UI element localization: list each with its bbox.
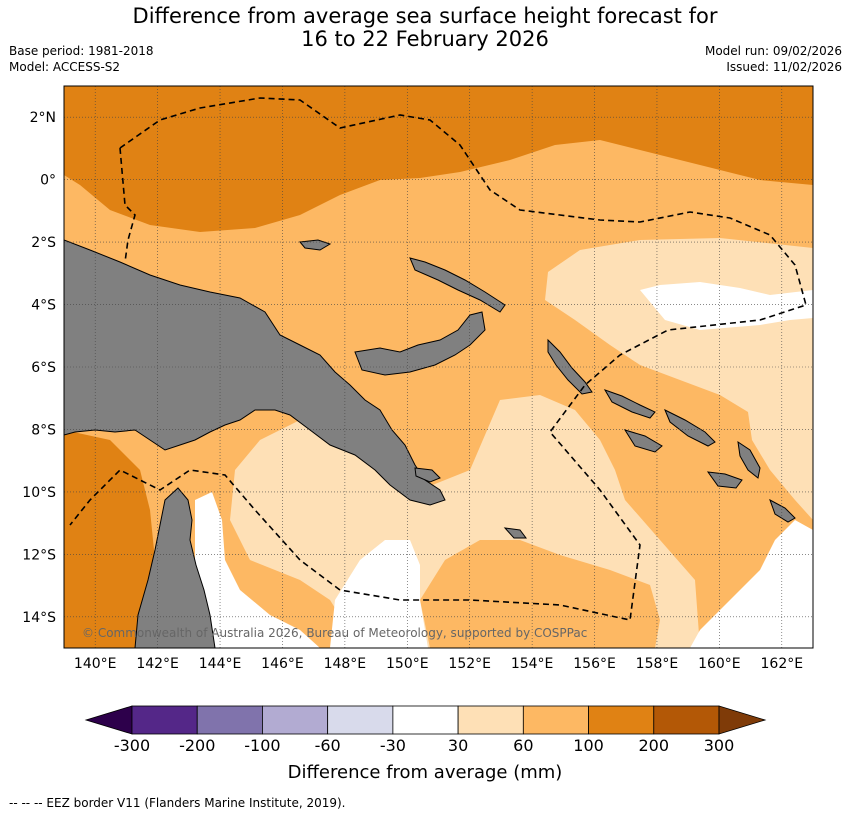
colorbar-tick-label: 30 xyxy=(448,736,468,755)
base-period: Base period: 1981-2018 xyxy=(9,44,154,58)
contour-white-far-se xyxy=(690,520,813,648)
contour-100-200-north xyxy=(64,86,813,232)
colorbar-tick-label: 300 xyxy=(704,736,735,755)
colorbar-segment xyxy=(653,705,720,735)
lat-tick-label: 10°S xyxy=(22,485,56,501)
colorbar-segment xyxy=(522,705,589,735)
meta-right: Model run: 09/02/2026 Issued: 11/02/2026 xyxy=(705,43,842,75)
lat-tick-label: 4°S xyxy=(31,298,56,314)
lat-tick-label: 2°S xyxy=(31,235,56,251)
lat-tick-label: 2°N xyxy=(30,110,56,126)
footer-note: -- -- -- EEZ border V11 (Flanders Marine… xyxy=(9,796,346,810)
colorbar-tick-label: -100 xyxy=(244,736,280,755)
lat-tick-label: 8°S xyxy=(31,422,56,438)
colorbar-label: Difference from average (mm) xyxy=(288,762,563,783)
land-louisiade xyxy=(503,527,527,539)
lon-tick-label: 156°E xyxy=(573,656,616,672)
contour-60-100-south xyxy=(420,540,660,648)
land-manus xyxy=(299,239,332,251)
model-name: Model: ACCESS-S2 xyxy=(9,60,121,74)
land-vanuatu-north xyxy=(737,440,761,479)
map-area: © Commonwealth of Australia 2026, Bureau… xyxy=(64,86,813,648)
land-new-ireland xyxy=(409,257,506,313)
lon-tick-label: 148°E xyxy=(324,656,367,672)
lon-tick-label: 160°E xyxy=(698,656,741,672)
colorbar-segment xyxy=(327,705,394,735)
contour-white-cape xyxy=(195,492,320,648)
gridlines xyxy=(64,86,813,648)
colorbar-tick-label: -30 xyxy=(380,736,406,755)
contour-white-east xyxy=(640,282,813,330)
land-vanuatu-mid xyxy=(706,471,743,489)
longitude-labels: 140°E 142°E 144°E 146°E 148°E 150°E 152°E 154°E… xyxy=(74,656,803,672)
lon-tick-label: 146°E xyxy=(261,656,304,672)
eez-borders xyxy=(69,97,807,621)
land-solomons-guadalcanal xyxy=(623,429,663,453)
land-cape-york xyxy=(134,487,216,648)
lon-tick-label: 142°E xyxy=(136,656,179,672)
colorbar-segment xyxy=(392,705,459,735)
lon-tick-label: 162°E xyxy=(761,656,804,672)
lat-tick-label: 0° xyxy=(40,173,56,189)
land-new-britain xyxy=(354,311,486,376)
colorbar-tick-label: -300 xyxy=(114,736,150,755)
latitude-labels: 2°N 0° 2°S 4°S 6°S 8°S 10°S 12°S 14°S xyxy=(22,110,56,626)
land-solomons-malaita xyxy=(664,408,716,447)
title-line-2: 16 to 22 February 2026 xyxy=(301,27,549,51)
colorbar-segment xyxy=(131,705,198,735)
colorbar-segment xyxy=(588,705,655,735)
copyright-text: © Commonwealth of Australia 2026, Bureau… xyxy=(82,626,587,640)
eez-west xyxy=(119,147,136,263)
colorbar-extend-low xyxy=(84,705,133,735)
land-bougainville xyxy=(547,338,593,395)
colorbar-extend-high xyxy=(718,705,767,735)
colorbar-segment xyxy=(262,705,329,735)
lon-tick-label: 150°E xyxy=(386,656,429,672)
lat-tick-label: 12°S xyxy=(22,547,56,563)
map-frame xyxy=(63,85,814,649)
contour-100-200-gulf xyxy=(64,430,155,648)
lon-tick-label: 152°E xyxy=(448,656,491,672)
colorbar-segment xyxy=(196,705,263,735)
land-dentrecasteaux xyxy=(414,467,441,483)
model-run: Model run: 09/02/2026 xyxy=(704,44,842,58)
lon-tick-label: 140°E xyxy=(74,656,117,672)
meta-left: Base period: 1981-2018 Model: ACCESS-S2 xyxy=(9,43,154,75)
colorbar-tick-label: 60 xyxy=(513,736,533,755)
lon-tick-label: 158°E xyxy=(636,656,679,672)
land-vanuatu-south xyxy=(769,498,796,523)
colorbar-segment xyxy=(457,705,524,735)
lon-tick-label: 154°E xyxy=(511,656,554,672)
lon-tick-label: 144°E xyxy=(199,656,242,672)
issued-date: Issued: 11/02/2026 xyxy=(726,60,842,74)
eez-png xyxy=(69,97,807,621)
lat-tick-label: 14°S xyxy=(22,610,56,626)
colorbar-tick-label: 100 xyxy=(573,736,604,755)
land-new-guinea xyxy=(64,239,446,506)
title-line-1: Difference from average sea surface heig… xyxy=(132,4,718,28)
contour-white-south xyxy=(330,540,428,648)
land-solomons-north xyxy=(603,389,656,419)
colorbar-tick-label: 200 xyxy=(639,736,670,755)
colorbar-tick-label: -200 xyxy=(179,736,215,755)
colorbar-tick-label: -60 xyxy=(315,736,341,755)
lat-tick-label: 6°S xyxy=(31,360,56,376)
colorbar: -300 -200 -100 -60 -30 30 60 100 200 300 xyxy=(84,705,767,755)
